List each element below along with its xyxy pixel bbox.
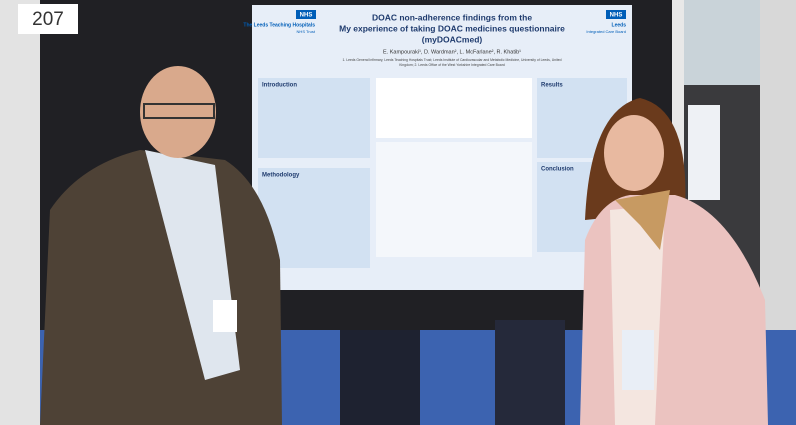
logo-subtitle: Integrated Care Board	[586, 29, 626, 34]
nhs-badge-text: NHS	[610, 13, 623, 19]
poster-affiliation: Kingdom; 2. Leeds Office of the West Yor…	[399, 63, 505, 67]
poster-title: (myDOACmed)	[422, 34, 483, 44]
logo-name: The Leeds Teaching Hospitals	[243, 22, 315, 28]
intro-box	[258, 78, 370, 158]
section-heading: Results	[541, 83, 563, 89]
head	[604, 115, 664, 191]
poster: NHS The Leeds Teaching Hospitals NHS Tru…	[243, 5, 632, 290]
scarf	[615, 190, 670, 250]
board-frame-left	[0, 0, 40, 425]
glasses	[143, 103, 215, 119]
poster-affiliation: 1. Leeds General Infirmary, Leeds Teachi…	[342, 58, 561, 62]
poster-title: DOAC non-adherence findings from the	[372, 12, 532, 22]
logo-name: Leeds	[612, 22, 627, 28]
head	[140, 66, 216, 158]
badge	[213, 300, 237, 332]
woman	[580, 98, 768, 425]
results-chart	[376, 78, 532, 138]
booth-number-plate	[18, 4, 78, 34]
window	[680, 0, 760, 85]
results-table	[376, 142, 532, 257]
section-heading: Conclusion	[541, 167, 574, 173]
nhs-badge-text: NHS	[300, 13, 313, 19]
nhs-badge	[296, 10, 316, 19]
booth-number: 207	[32, 9, 64, 30]
nhs-badge	[606, 10, 626, 19]
poster-authors: E. Kampouraki¹, D. Wardman², L. McFarlan…	[383, 49, 521, 55]
man	[40, 66, 282, 425]
section-heading: Introduction	[262, 83, 297, 89]
logo-trust: NHS Trust	[297, 29, 316, 34]
person-legs	[495, 320, 565, 425]
badge	[622, 330, 654, 390]
poster-title: My experience of taking DOAC medicines q…	[339, 23, 565, 33]
person-legs	[340, 330, 420, 425]
wall-right	[760, 0, 796, 330]
side-poster	[688, 105, 720, 200]
section-heading: Methodology	[262, 173, 300, 179]
